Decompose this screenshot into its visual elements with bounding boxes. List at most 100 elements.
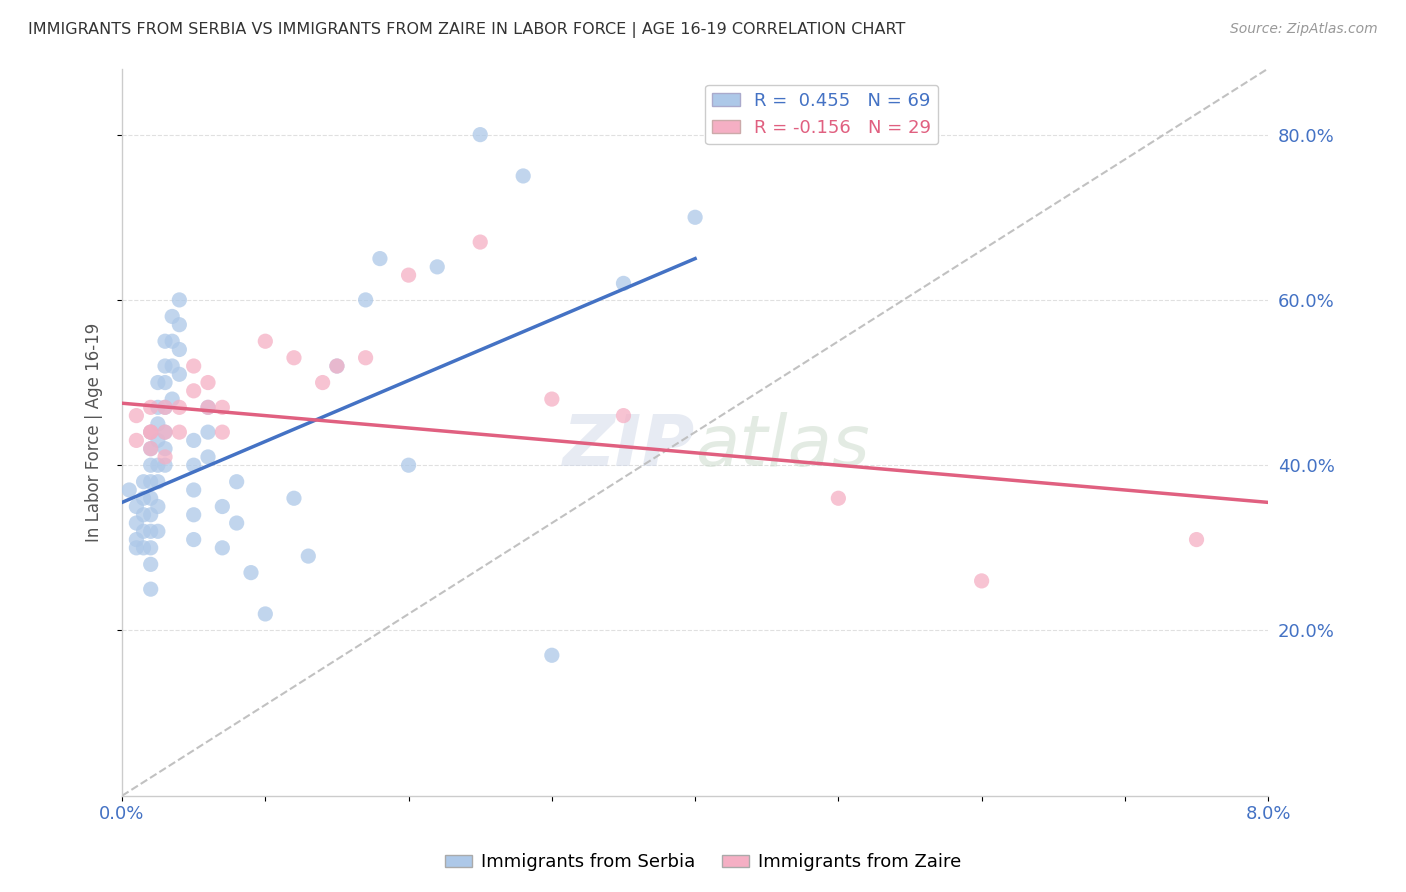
Point [211, 541, 233, 555]
Text: Source: ZipAtlas.com: Source: ZipAtlas.com [1230, 22, 1378, 37]
Point [169, 318, 191, 332]
Point [132, 508, 155, 522]
Point [132, 524, 155, 539]
Point [225, 516, 247, 530]
Legend: Immigrants from Serbia, Immigrants from Zaire: Immigrants from Serbia, Immigrants from … [437, 847, 969, 879]
Point [153, 376, 176, 390]
Point [512, 169, 534, 183]
Legend: R =  0.455   N = 69, R = -0.156   N = 29: R = 0.455 N = 69, R = -0.156 N = 29 [706, 85, 938, 145]
Point [146, 500, 169, 514]
Point [132, 541, 155, 555]
Point [283, 491, 305, 506]
Point [139, 458, 162, 473]
Point [211, 425, 233, 439]
Point [470, 235, 492, 249]
Point [146, 475, 169, 489]
Point [160, 334, 183, 349]
Point [197, 401, 219, 415]
Point [183, 533, 205, 547]
Point [368, 252, 391, 266]
Point [160, 359, 183, 373]
Point [540, 648, 562, 663]
Point [326, 359, 349, 373]
Point [197, 401, 219, 415]
Point [146, 401, 169, 415]
Point [139, 425, 162, 439]
Point [169, 343, 191, 357]
Point [283, 351, 305, 365]
Point [398, 458, 420, 473]
Point [153, 450, 176, 464]
Point [139, 442, 162, 456]
Point [146, 417, 169, 431]
Point [211, 401, 233, 415]
Point [153, 401, 176, 415]
Point [183, 359, 205, 373]
Point [426, 260, 449, 274]
Point [125, 541, 148, 555]
Point [132, 491, 155, 506]
Point [118, 483, 141, 497]
Point [612, 277, 634, 291]
Point [139, 558, 162, 572]
Point [139, 508, 162, 522]
Point [139, 442, 162, 456]
Point [153, 442, 176, 456]
Point [612, 409, 634, 423]
Point [153, 425, 176, 439]
Point [540, 392, 562, 406]
Point [311, 376, 333, 390]
Point [970, 574, 993, 588]
Point [470, 128, 492, 142]
Point [183, 508, 205, 522]
Point [169, 401, 191, 415]
Point [153, 425, 176, 439]
Point [132, 475, 155, 489]
Point [125, 533, 148, 547]
Point [169, 293, 191, 307]
Point [153, 458, 176, 473]
Point [153, 359, 176, 373]
Point [326, 359, 349, 373]
Text: ZIP: ZIP [562, 412, 695, 481]
Point [139, 491, 162, 506]
Point [146, 524, 169, 539]
Point [125, 434, 148, 448]
Point [139, 425, 162, 439]
Point [146, 458, 169, 473]
Point [254, 607, 277, 621]
Point [354, 293, 377, 307]
Point [125, 516, 148, 530]
Point [297, 549, 319, 563]
Y-axis label: In Labor Force | Age 16-19: In Labor Force | Age 16-19 [86, 323, 103, 541]
Point [146, 376, 169, 390]
Point [139, 425, 162, 439]
Point [160, 392, 183, 406]
Point [169, 368, 191, 382]
Point [683, 211, 706, 225]
Point [225, 475, 247, 489]
Text: IMMIGRANTS FROM SERBIA VS IMMIGRANTS FROM ZAIRE IN LABOR FORCE | AGE 16-19 CORRE: IMMIGRANTS FROM SERBIA VS IMMIGRANTS FRO… [28, 22, 905, 38]
Point [197, 376, 219, 390]
Point [139, 475, 162, 489]
Point [398, 268, 420, 282]
Point [139, 524, 162, 539]
Point [183, 483, 205, 497]
Point [211, 500, 233, 514]
Point [354, 351, 377, 365]
Text: atlas: atlas [695, 412, 870, 481]
Point [125, 409, 148, 423]
Point [139, 582, 162, 596]
Point [197, 450, 219, 464]
Point [183, 384, 205, 398]
Point [146, 434, 169, 448]
Point [153, 334, 176, 349]
Point [139, 541, 162, 555]
Point [183, 434, 205, 448]
Point [827, 491, 849, 506]
Point [139, 401, 162, 415]
Point [197, 425, 219, 439]
Point [125, 500, 148, 514]
Point [160, 310, 183, 324]
Point [183, 458, 205, 473]
